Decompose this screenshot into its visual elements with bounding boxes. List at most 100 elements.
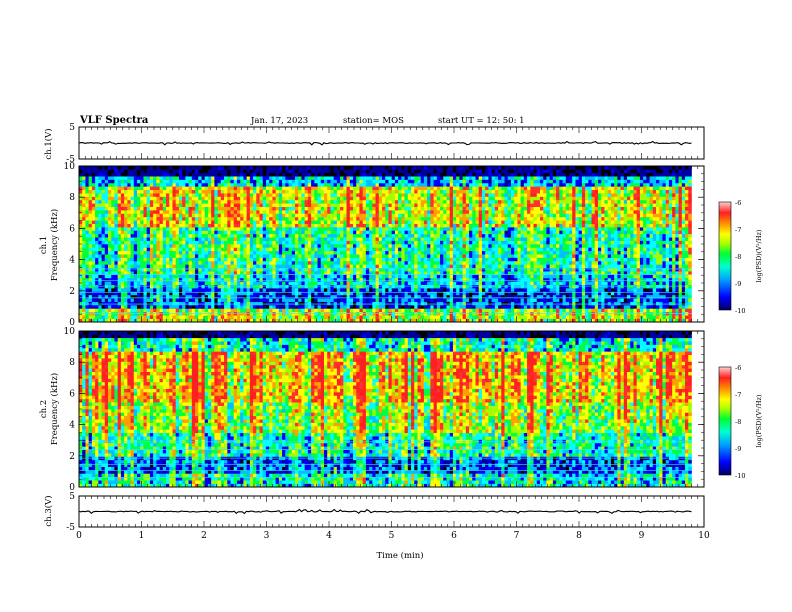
- ch1-spec-cell: [314, 210, 318, 214]
- ch1-spec-cell: [330, 237, 334, 241]
- ch1-spec-cell: [153, 199, 157, 204]
- ch1-spec-cell: [353, 199, 357, 204]
- ch1-spec-cell: [182, 254, 186, 258]
- ch1-spec-cell: [269, 196, 273, 201]
- ch1-spec-cell: [233, 244, 238, 248]
- ch1-spec-cell: [285, 247, 289, 252]
- ch1-spec-cell: [95, 257, 99, 262]
- ch1-spec-cell: [249, 294, 254, 299]
- ch1-spec-cell: [253, 213, 257, 218]
- ch1-spec-cell: [175, 179, 180, 184]
- ch1-spec-cell: [182, 199, 186, 204]
- ch1-spec-cell: [108, 298, 112, 302]
- ch1-spec-cell: [182, 189, 186, 194]
- ch1-spec-cell: [166, 294, 170, 299]
- ch1-spec-cell: [382, 193, 386, 197]
- ch1-spec-cell: [153, 196, 157, 201]
- ch1-spec-cell: [253, 301, 257, 306]
- ch1-spec-cell: [385, 182, 389, 187]
- ch1-spec-cell: [288, 220, 293, 224]
- ch1-spec-cell: [346, 230, 351, 235]
- ch1-spec-cell: [85, 166, 89, 170]
- ch1-spec-cell: [143, 284, 147, 289]
- ch1-spec-cell: [282, 220, 286, 224]
- ch1-spec-cell: [204, 244, 209, 248]
- ch1-spec-cell: [195, 166, 199, 170]
- ch1-spec-cell: [230, 223, 235, 228]
- ch1-spec-cell: [143, 274, 147, 279]
- ch1-spec-cell: [137, 305, 141, 309]
- ch1-spec-cell: [79, 260, 83, 265]
- ch1-spec-cell: [301, 223, 305, 228]
- ch1-spec-cell: [388, 213, 392, 218]
- ch1-spec-cell: [398, 240, 402, 245]
- ch1-spec-cell: [166, 237, 170, 241]
- ch1-spec-cell: [140, 216, 144, 221]
- ch1-spec-cell: [398, 288, 402, 292]
- ch1-spec-cell: [372, 257, 376, 262]
- ch1-spec-cell: [85, 315, 89, 319]
- ch1-spec-cell: [401, 277, 405, 282]
- ch1-spec-cell: [249, 284, 254, 289]
- ch1-spec-cell: [404, 186, 409, 191]
- ch1-spec-cell: [398, 233, 402, 238]
- ch1-spec-cell: [385, 291, 389, 296]
- ch1-spec-cell: [275, 223, 280, 228]
- ch1-spec-cell: [311, 223, 315, 228]
- ch1-spec-cell: [311, 308, 315, 313]
- ch1-spec-cell: [317, 291, 322, 296]
- ch1-spec-cell: [162, 277, 167, 282]
- ch1-spec-cell: [346, 203, 351, 207]
- ch1-spec-cell: [256, 271, 260, 275]
- ch1-spec-cell: [240, 254, 244, 258]
- ch1-spec-cell: [404, 291, 409, 296]
- ch1-spec-cell: [243, 230, 247, 235]
- ch1-spec-cell: [117, 260, 122, 265]
- ch1-spec-cell: [278, 301, 283, 306]
- ch1-spec-cell: [278, 182, 283, 187]
- ch1-spec-cell: [130, 176, 135, 180]
- ch1-spec-cell: [407, 166, 412, 170]
- ch1-spec-cell: [353, 213, 357, 218]
- ch1-spec-cell: [336, 267, 341, 272]
- ch1-spec-cell: [188, 271, 193, 275]
- ch1-spec-cell: [195, 254, 199, 258]
- ch1-spec-cell: [201, 166, 206, 170]
- ch1-spec-cell: [249, 267, 254, 272]
- ch1-spec-cell: [372, 203, 376, 207]
- ch1-spec-cell: [269, 186, 273, 191]
- ch1-spec-cell: [324, 274, 328, 279]
- ch1-spec-cell: [124, 267, 128, 272]
- ch1-spec-cell: [88, 257, 93, 262]
- ch1-spec-cell: [137, 182, 141, 187]
- ch1-spec-cell: [137, 301, 141, 306]
- ch1-spec-cell: [294, 308, 299, 313]
- ch1-spec-cell: [220, 172, 225, 177]
- ch1-spec-cell: [385, 203, 389, 207]
- ch1-spec-cell: [224, 223, 228, 228]
- ch1-spec-cell: [191, 318, 196, 323]
- ch1-spec-cell: [282, 291, 286, 296]
- ch1-spec-cell: [288, 182, 293, 187]
- ch1-spec-cell: [227, 220, 231, 224]
- ch1-spec-cell: [214, 182, 218, 187]
- ch1-spec-cell: [353, 291, 357, 296]
- ch1-spec-cell: [407, 291, 412, 296]
- ch1-spec-cell: [285, 281, 289, 285]
- ch1-spec-cell: [398, 203, 402, 207]
- ch1-spec-cell: [320, 294, 325, 299]
- ch1-spec-cell: [282, 271, 286, 275]
- ch1-spec-cell: [382, 308, 386, 313]
- ch1-spec-cell: [311, 169, 315, 174]
- ch1-spec-cell: [124, 199, 128, 204]
- ch1-spec-cell: [95, 182, 99, 187]
- ch1-spec-cell: [314, 298, 318, 302]
- ch1-spec-cell: [249, 227, 254, 231]
- ch1-spec-cell: [98, 267, 102, 272]
- ch1-spec-cell: [256, 274, 260, 279]
- ch1-spec-cell: [120, 176, 125, 180]
- ch1-spec-cell: [143, 267, 147, 272]
- ch1-spec-cell: [114, 189, 118, 194]
- ch1-spec-cell: [369, 271, 373, 275]
- ch1-spec-cell: [204, 250, 209, 255]
